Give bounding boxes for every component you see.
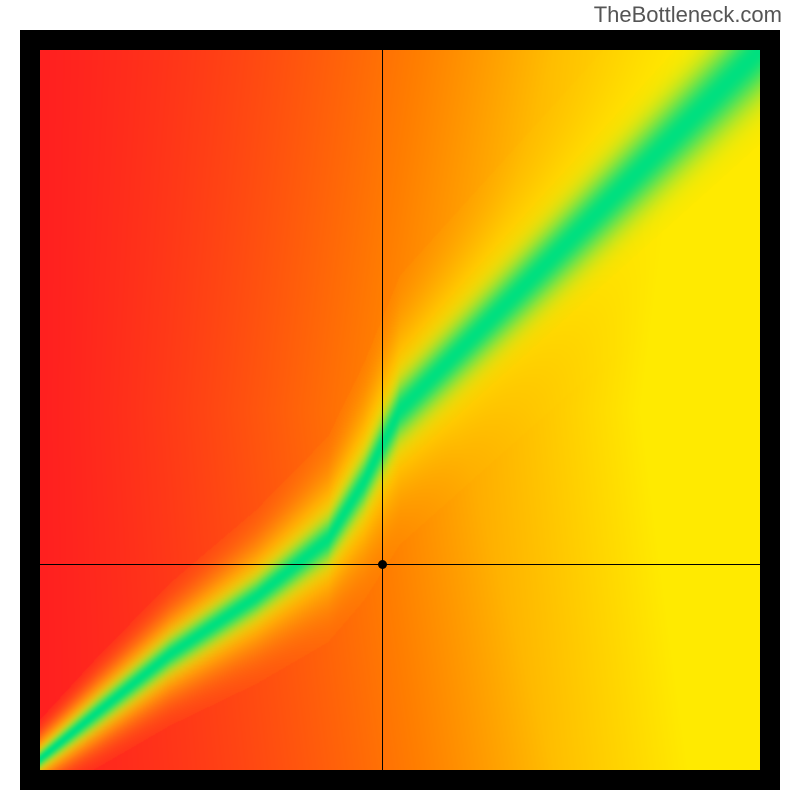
watermark-text: TheBottleneck.com bbox=[594, 2, 782, 28]
heatmap-canvas bbox=[40, 50, 760, 770]
chart-frame bbox=[20, 30, 780, 790]
crosshair-vertical bbox=[382, 50, 383, 770]
crosshair-horizontal bbox=[40, 564, 760, 565]
marker-dot bbox=[378, 560, 387, 569]
